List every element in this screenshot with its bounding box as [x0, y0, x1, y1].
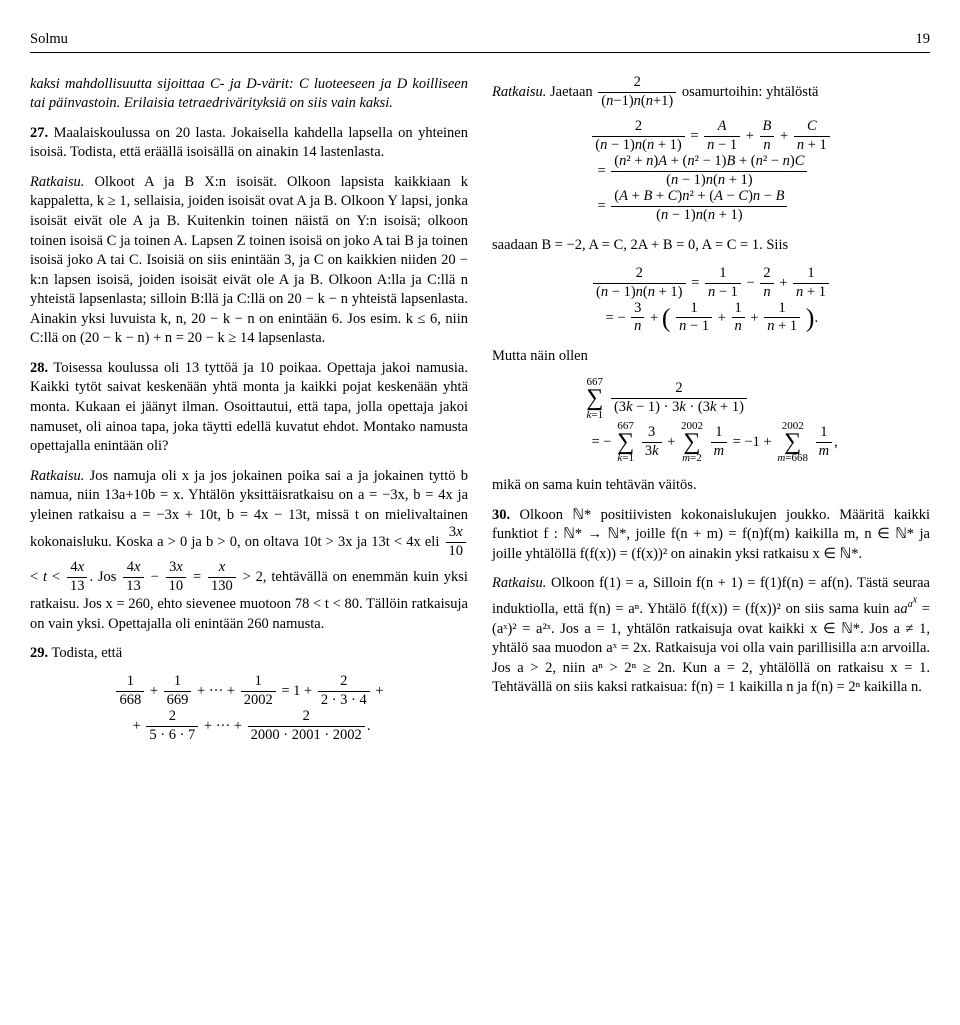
- equation-29: 1668 + 1669 + ··· + 12002 = 1 + 22 · 3 ·…: [30, 674, 468, 744]
- right-column: Ratkaisu. Jaetaan 2(n−1)n(n+1) osamurtoi…: [492, 75, 930, 756]
- problem-num: 28.: [30, 360, 48, 376]
- header-right: 19: [916, 30, 931, 50]
- solution-27: Ratkaisu. Olkoot A ja B X:n isoisät. Olk…: [30, 173, 468, 349]
- label: Ratkaisu.: [30, 174, 84, 190]
- sum-eq: 667∑k=1 2(3k − 1) · 3k · (3k + 1) = − 66…: [492, 377, 930, 464]
- left-column: kaksi mahdollisuutta sijoittaa C- ja D-v…: [30, 75, 468, 756]
- partial-fractions: 2(n − 1)n(n + 1) = An − 1 + Bn + Cn + 1 …: [492, 119, 930, 224]
- text: Olkoon ℕ* positiivisten kokonaislukujen …: [492, 507, 930, 562]
- text: Olkoon f(1) = a, Silloin f(n + 1) = f(1)…: [492, 575, 930, 617]
- text: Jos namuja oli x ja jos jokainen poika s…: [30, 468, 468, 550]
- conclusion-29: mikä on sama kuin tehtävän väitös.: [492, 476, 930, 496]
- text: Olkoot A ja B X:n isoisät. Olkoon lapsis…: [30, 174, 468, 347]
- text: Toisessa koulussa oli 13 tyttöä ja 10 po…: [30, 360, 468, 454]
- problem-29: 29. Todista, että: [30, 644, 468, 664]
- problem-27: 27. Maalaiskoulussa on 20 lasta. Jokaise…: [30, 124, 468, 163]
- text: osamurtoihin: yhtälöstä: [678, 83, 818, 99]
- text: Todista, että: [48, 645, 122, 661]
- problem-30: 30. Olkoon ℕ* positiivisten kokonaisluku…: [492, 506, 930, 565]
- coeffs: saadaan B = −2, A = C, 2A + B = 0, A = C…: [492, 236, 930, 256]
- page-header: Solmu 19: [30, 30, 930, 53]
- thus: Mutta näin ollen: [492, 347, 930, 367]
- label: Ratkaisu.: [492, 83, 546, 99]
- problem-28: 28. Toisessa koulussa oli 13 tyttöä ja 1…: [30, 359, 468, 457]
- text: . Jos: [89, 569, 121, 585]
- problem-num: 27.: [30, 125, 48, 141]
- problem-num: 29.: [30, 645, 48, 661]
- label: Ratkaisu.: [492, 575, 546, 591]
- solution-30: Ratkaisu. Olkoon f(1) = a, Silloin f(n +…: [492, 574, 930, 698]
- two-column-layout: kaksi mahdollisuutta sijoittaa C- ja D-v…: [30, 75, 930, 756]
- label: Ratkaisu.: [30, 468, 84, 484]
- text: Maalaiskoulussa on 20 lasta. Jokaisella …: [30, 125, 468, 161]
- para-intro: kaksi mahdollisuutta sijoittaa C- ja D-v…: [30, 75, 468, 114]
- text: Jaetaan: [546, 83, 596, 99]
- solution-29-intro: Ratkaisu. Jaetaan 2(n−1)n(n+1) osamurtoi…: [492, 75, 930, 110]
- header-left: Solmu: [30, 30, 68, 50]
- resolved-fraction: 2(n − 1)n(n + 1) = 1n − 1 − 2n + 1n + 1 …: [492, 266, 930, 336]
- problem-num: 30.: [492, 507, 510, 523]
- text: kaksi mahdollisuutta sijoittaa C- ja D-v…: [30, 76, 468, 112]
- solution-28: Ratkaisu. Jos namuja oli x ja jos jokain…: [30, 467, 468, 635]
